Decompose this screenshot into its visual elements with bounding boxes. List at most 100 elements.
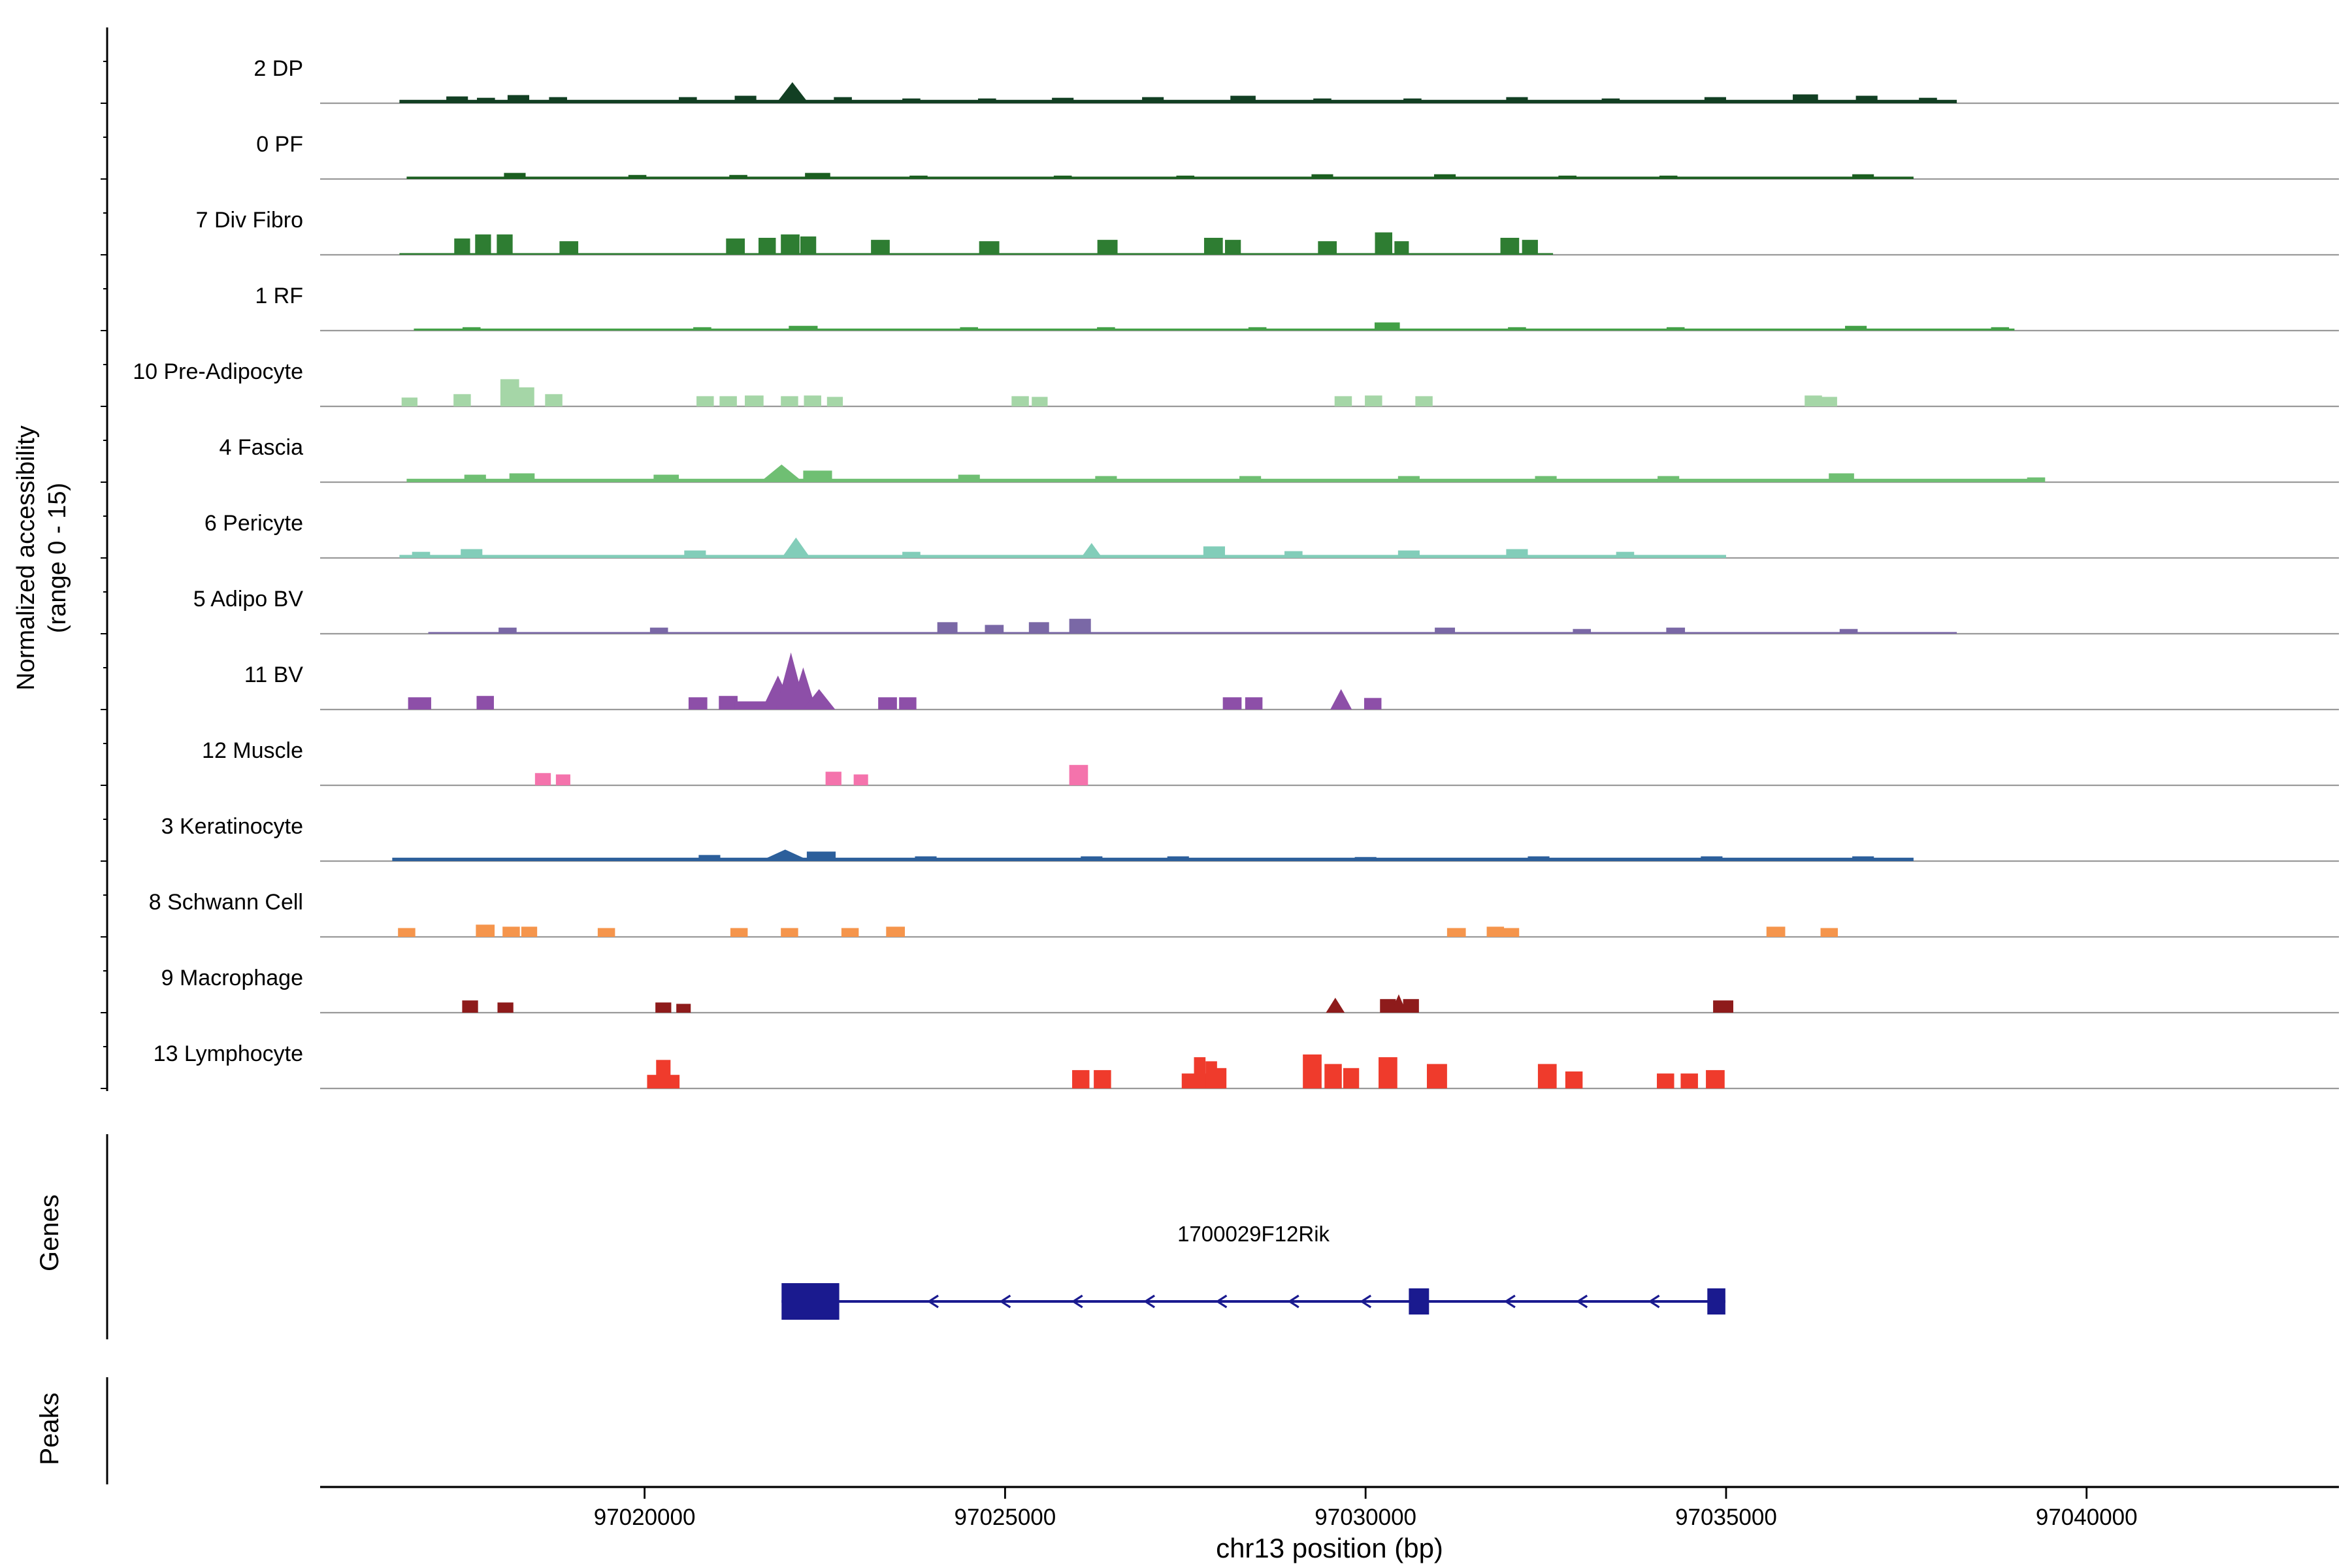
signal-peak <box>454 238 470 255</box>
signal-peak <box>1397 476 1420 482</box>
signal-peak <box>1616 551 1635 558</box>
signal-peak <box>760 849 811 861</box>
signal-peak <box>781 396 798 406</box>
track-13-lymphocyte: 13 Lymphocyte <box>101 1041 2339 1090</box>
track-label: 0 PF <box>256 132 303 157</box>
track-9-macrophage: 9 Macrophage <box>101 966 2339 1014</box>
gene-name-label: 1700029F12Rik <box>1177 1222 1330 1246</box>
signal-peak <box>1403 98 1422 103</box>
gene-strand-arrow <box>1360 1294 1372 1309</box>
gene-strand-arrow <box>927 1294 939 1309</box>
signal-peak <box>1666 327 1685 331</box>
signal-peak <box>1527 856 1550 861</box>
signal-peak <box>521 926 538 937</box>
track-label: 1 RF <box>255 284 303 308</box>
signal-peak <box>476 696 494 710</box>
signal-peak <box>915 856 937 861</box>
signal-peak <box>803 470 832 482</box>
signal-peak <box>1394 241 1409 255</box>
signal-peak <box>805 172 830 179</box>
signal-peak <box>1601 98 1620 103</box>
signal-peak <box>1324 1064 1342 1088</box>
signal-peak <box>776 82 809 103</box>
signal-peak <box>1991 327 2010 331</box>
signal-peak <box>446 96 468 103</box>
signal-peak <box>1380 999 1396 1013</box>
track-label: 7 Div Fibro <box>196 208 303 233</box>
signal-peak <box>1680 1073 1698 1088</box>
signal-peak <box>401 397 417 406</box>
signal-peak <box>597 928 615 937</box>
signal-peak <box>878 697 897 710</box>
signal-peak <box>1224 240 1241 255</box>
signal-peak <box>1659 175 1678 179</box>
x-tick-label: 97025000 <box>955 1505 1056 1530</box>
signal-noise-band <box>399 555 1726 558</box>
track-10-pre-adipocyte: 10 Pre-Adipocyte <box>101 359 2339 408</box>
gene-strand-arrow <box>999 1294 1011 1309</box>
gene-strand-arrow <box>1143 1294 1155 1309</box>
signal-peak <box>545 394 563 406</box>
signal-peak <box>1535 476 1557 482</box>
y-axis-label-line2: (range 0 - 15) <box>44 482 72 634</box>
signal-peak <box>1805 395 1822 406</box>
track-8-schwann-cell: 8 Schwann Cell <box>101 890 2339 938</box>
signal-peak <box>729 174 747 179</box>
signal-peak <box>800 236 817 255</box>
signal-peak <box>1839 629 1858 634</box>
signal-peak <box>899 697 917 710</box>
signal-peak <box>871 240 890 255</box>
signal-peak <box>1245 697 1263 710</box>
signal-peak <box>1365 395 1382 406</box>
track-label: 9 Macrophage <box>161 966 303 990</box>
signal-peak <box>497 1002 514 1013</box>
signal-peak <box>1167 856 1189 861</box>
signal-peak <box>1142 97 1164 103</box>
gene-strand-arrow <box>1071 1294 1083 1309</box>
signal-peak <box>1852 174 1874 179</box>
signal-peak <box>1081 543 1103 558</box>
signal-peak <box>1248 327 1267 331</box>
signal-peak <box>1522 240 1538 255</box>
signal-peak <box>453 394 471 406</box>
signal-peak <box>1565 1071 1583 1088</box>
track-label: 11 BV <box>244 662 303 687</box>
signal-peak <box>960 327 979 331</box>
signal-peak <box>1239 476 1262 482</box>
signal-peak <box>1028 622 1049 634</box>
signal-peak <box>653 474 679 482</box>
signal-peak <box>698 855 721 861</box>
signal-peak <box>507 95 530 103</box>
signal-peak <box>1852 856 1874 861</box>
signal-peak <box>462 327 481 331</box>
signal-peak <box>462 1000 478 1013</box>
signal-peak <box>909 175 928 179</box>
signal-peak <box>781 928 798 937</box>
gene-strand-arrow <box>1287 1294 1299 1309</box>
signal-peak <box>1486 926 1505 937</box>
signal-peak <box>1334 396 1352 406</box>
signal-peak <box>1506 549 1528 558</box>
signal-peak <box>1097 327 1115 331</box>
signal-peak <box>985 625 1004 634</box>
signal-peak <box>518 387 534 406</box>
signal-peak <box>734 95 757 103</box>
gene-exon <box>1707 1288 1725 1315</box>
track-label: 10 Pre-Adipocyte <box>133 359 303 384</box>
track-4-fascia: 4 Fascia <box>101 435 2339 483</box>
gene-strand-arrow <box>1648 1294 1660 1309</box>
signal-peak <box>1194 1057 1206 1088</box>
signal-peak <box>398 928 416 937</box>
signal-peak <box>1069 764 1088 785</box>
signal-peak <box>1303 1054 1322 1088</box>
x-axis-title: chr13 position (bp) <box>1216 1534 1443 1564</box>
signal-peak <box>979 241 1000 255</box>
signal-noise-band <box>406 176 1914 179</box>
track-label: 13 Lymphocyte <box>154 1041 303 1066</box>
signal-peak <box>509 473 535 482</box>
track-11-bv: 11 BV <box>101 652 2339 711</box>
track-1-rf: 1 RF <box>101 284 2339 332</box>
signal-peak <box>958 474 980 482</box>
track-label: 6 Pericyte <box>204 511 303 536</box>
